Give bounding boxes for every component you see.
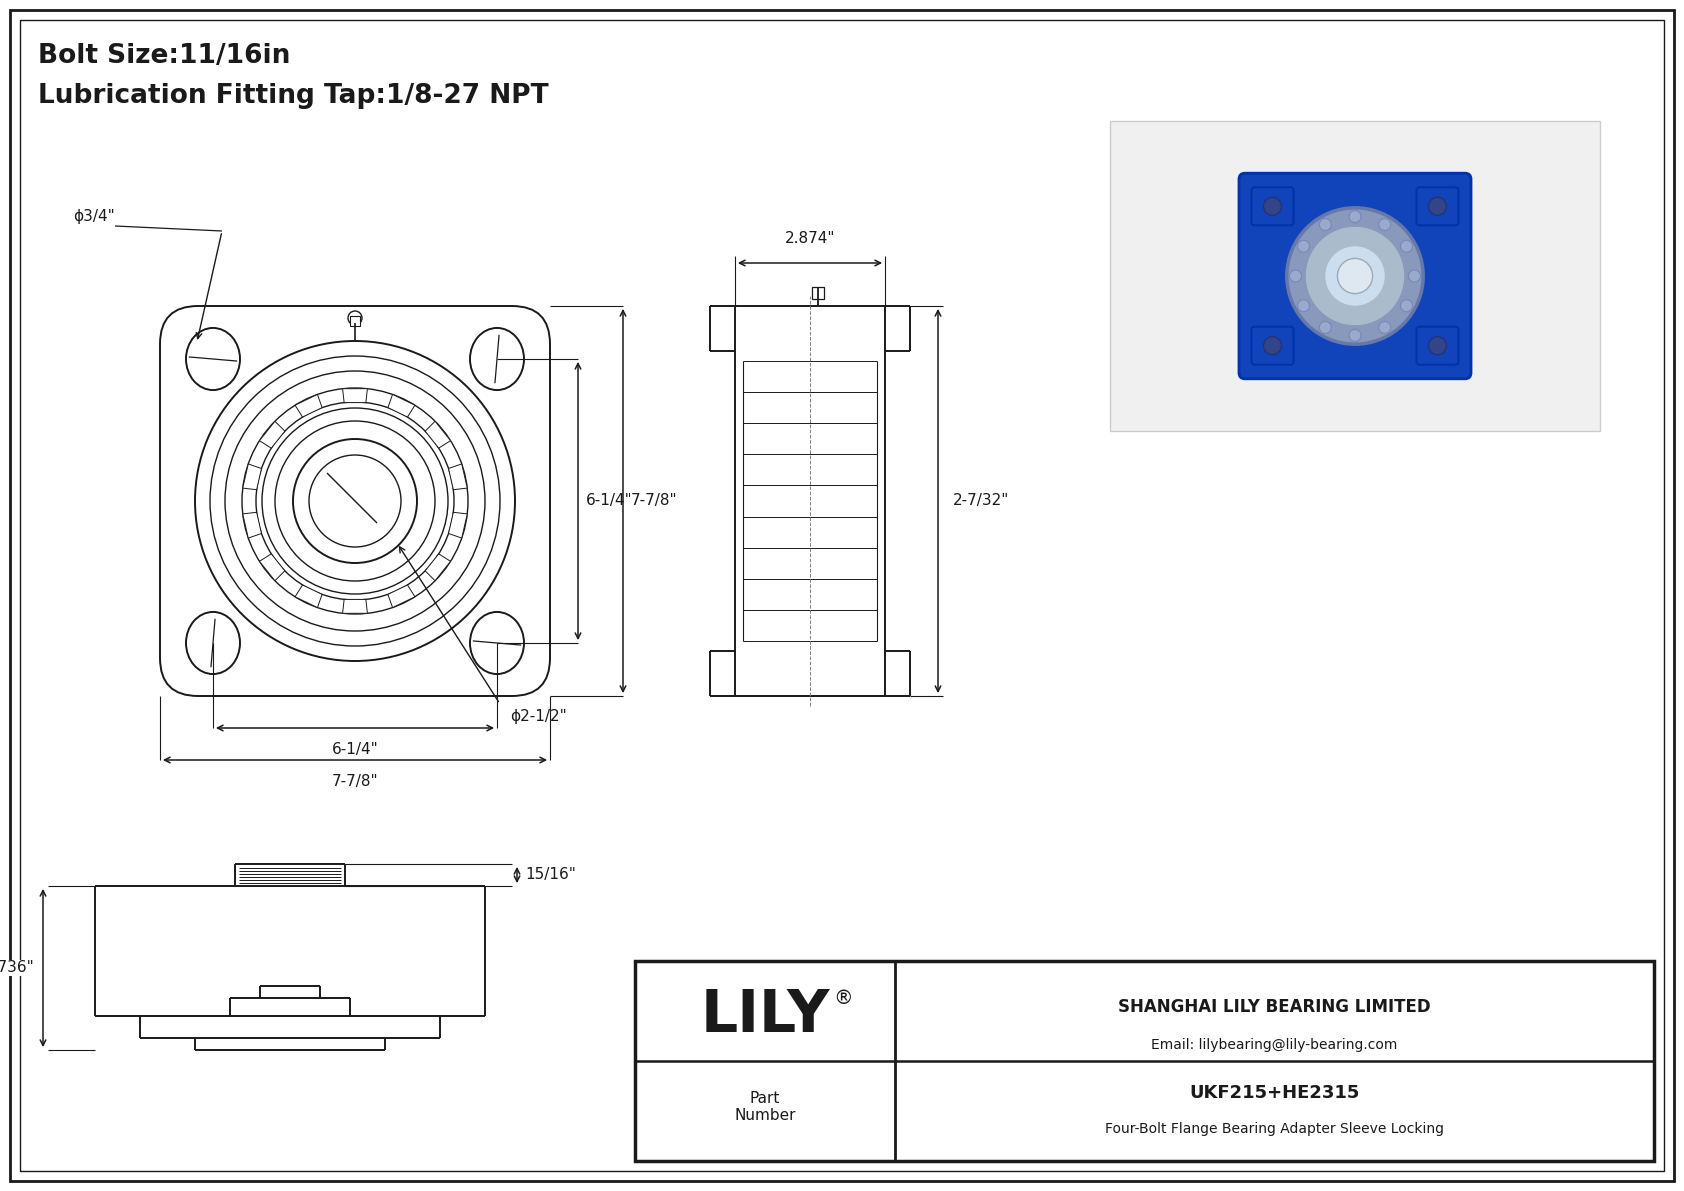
Polygon shape — [448, 512, 466, 538]
Circle shape — [1287, 207, 1423, 344]
Polygon shape — [259, 554, 285, 581]
Polygon shape — [342, 599, 367, 613]
Bar — [812, 287, 823, 299]
Circle shape — [1379, 219, 1391, 231]
Circle shape — [1263, 198, 1282, 216]
Text: 2.736": 2.736" — [0, 960, 35, 975]
Bar — [635, 961, 1654, 1161]
Text: ϕ3/4": ϕ3/4" — [72, 208, 115, 224]
Circle shape — [1319, 219, 1332, 231]
Circle shape — [1319, 322, 1332, 333]
Polygon shape — [295, 394, 322, 417]
Text: ®: ® — [834, 990, 852, 1009]
Text: SHANGHAI LILY BEARING LIMITED: SHANGHAI LILY BEARING LIMITED — [1118, 998, 1431, 1016]
Circle shape — [1298, 241, 1310, 252]
Text: UKF215+HE2315: UKF215+HE2315 — [1189, 1084, 1359, 1102]
Polygon shape — [342, 388, 367, 403]
Circle shape — [1401, 241, 1413, 252]
FancyBboxPatch shape — [1251, 187, 1293, 225]
Polygon shape — [295, 585, 322, 607]
Text: 7-7/8": 7-7/8" — [632, 493, 677, 509]
Circle shape — [1408, 270, 1420, 282]
Text: 6-1/4": 6-1/4" — [332, 742, 379, 757]
Text: 15/16": 15/16" — [525, 867, 576, 883]
FancyBboxPatch shape — [1416, 326, 1458, 364]
Polygon shape — [387, 394, 414, 417]
FancyBboxPatch shape — [1416, 187, 1458, 225]
Polygon shape — [448, 464, 466, 490]
Text: Part
Number: Part Number — [734, 1091, 797, 1123]
Circle shape — [1428, 198, 1447, 216]
Bar — [1110, 121, 1600, 431]
Text: 7-7/8": 7-7/8" — [332, 774, 379, 788]
Bar — [350, 316, 360, 326]
Polygon shape — [259, 422, 285, 448]
Circle shape — [1379, 322, 1391, 333]
Circle shape — [1298, 300, 1310, 312]
Text: 6-1/4": 6-1/4" — [586, 493, 633, 509]
Text: LILY: LILY — [701, 986, 830, 1043]
Circle shape — [1290, 270, 1302, 282]
Circle shape — [1337, 258, 1372, 294]
Circle shape — [1349, 330, 1361, 342]
Circle shape — [1349, 211, 1361, 223]
Text: ϕ2-1/2": ϕ2-1/2" — [510, 709, 568, 723]
FancyBboxPatch shape — [1239, 173, 1472, 379]
Polygon shape — [242, 512, 261, 538]
Polygon shape — [424, 554, 451, 581]
FancyBboxPatch shape — [1251, 326, 1293, 364]
Circle shape — [1428, 337, 1447, 355]
Polygon shape — [387, 585, 414, 607]
Circle shape — [1401, 300, 1413, 312]
Text: Email: lilybearing@lily-bearing.com: Email: lilybearing@lily-bearing.com — [1152, 1039, 1398, 1052]
Circle shape — [1324, 245, 1386, 307]
Text: 2.874": 2.874" — [785, 231, 835, 247]
Circle shape — [1305, 225, 1406, 326]
Circle shape — [1263, 337, 1282, 355]
Polygon shape — [424, 422, 451, 448]
Text: 2-7/32": 2-7/32" — [953, 493, 1009, 509]
Polygon shape — [242, 464, 261, 490]
Text: Four-Bolt Flange Bearing Adapter Sleeve Locking: Four-Bolt Flange Bearing Adapter Sleeve … — [1105, 1122, 1443, 1136]
Text: Bolt Size:11/16in: Bolt Size:11/16in — [39, 43, 290, 69]
Text: Lubrication Fitting Tap:1/8-27 NPT: Lubrication Fitting Tap:1/8-27 NPT — [39, 83, 549, 110]
